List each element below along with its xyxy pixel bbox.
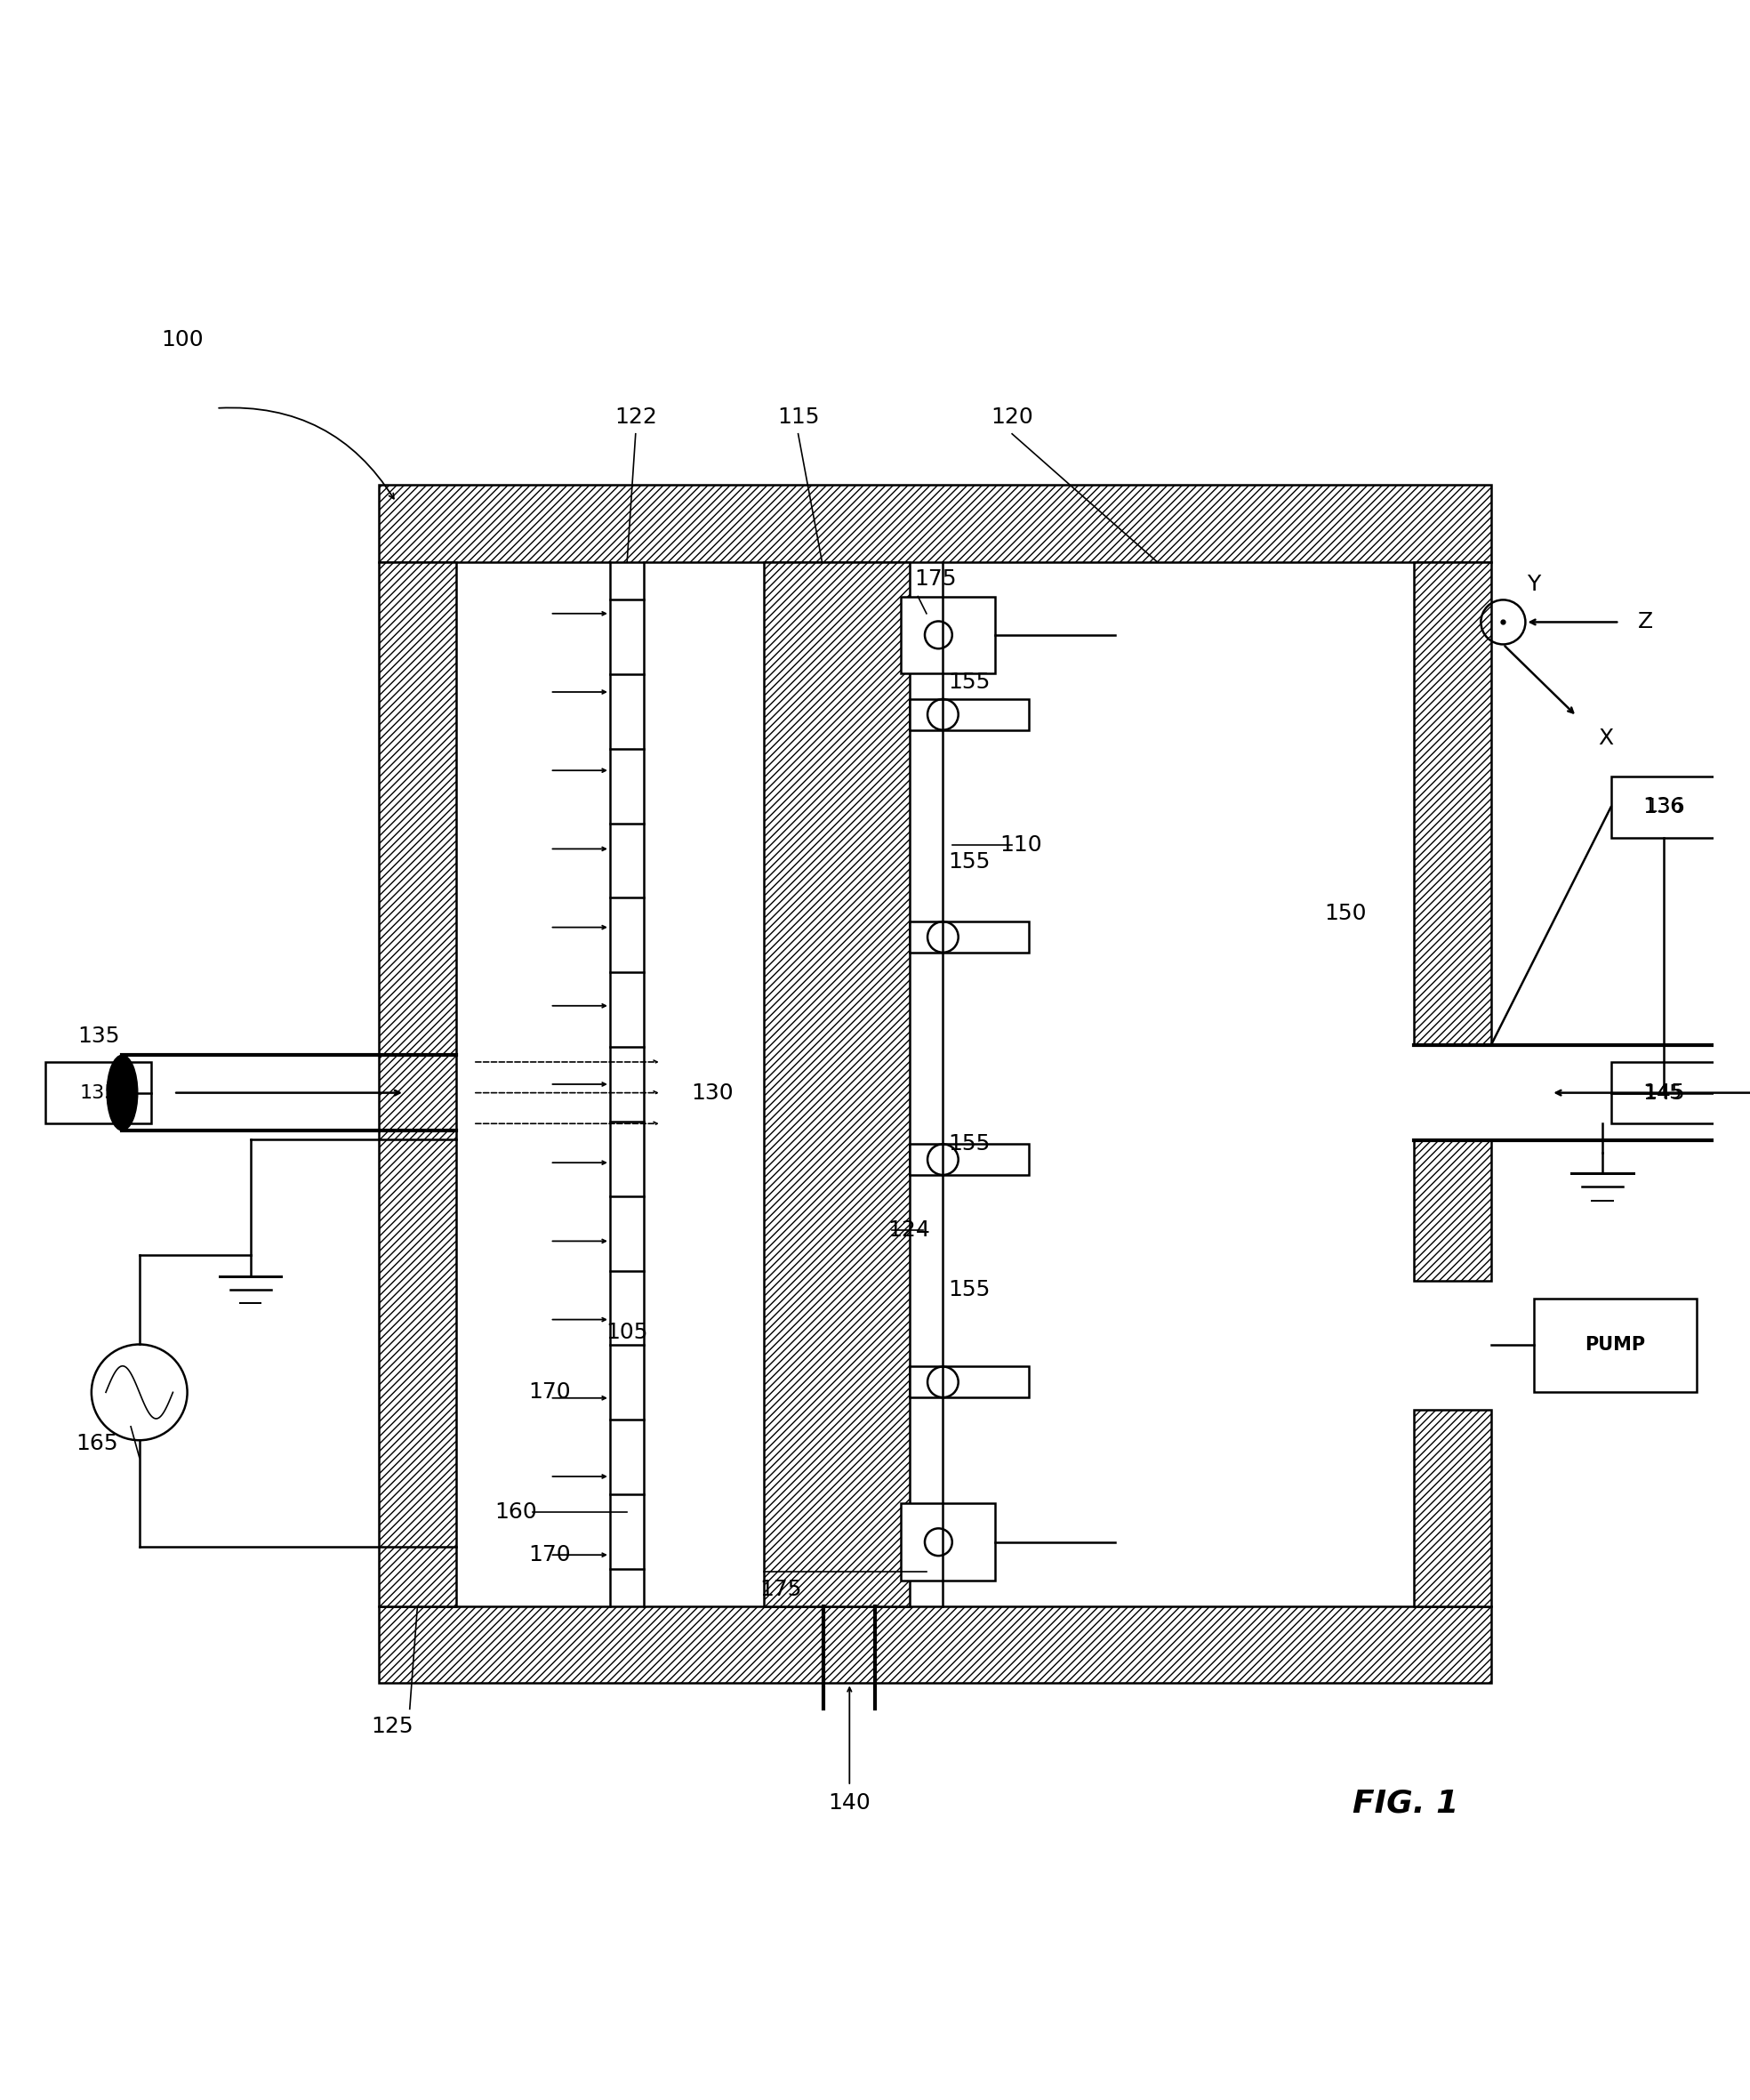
Text: 100: 100 [161,330,203,351]
Text: 120: 120 [990,405,1032,428]
Text: 124: 124 [887,1218,931,1241]
Text: 135: 135 [77,1025,119,1048]
Text: 155: 155 [949,1134,990,1155]
Bar [46,1063,150,1124]
Text: 140: 140 [828,1793,872,1814]
Text: 115: 115 [777,405,819,428]
Bar [910,1367,1029,1396]
Text: 136: 136 [1645,798,1684,815]
Bar [910,1144,1029,1174]
Text: Y: Y [1528,573,1540,594]
Text: 160: 160 [495,1502,537,1522]
Text: 155: 155 [949,672,990,693]
Text: 135: 135 [79,1084,117,1102]
Bar [1612,777,1717,838]
Bar [1535,1298,1696,1392]
Text: X: X [1598,729,1614,750]
Text: 105: 105 [606,1321,648,1344]
Bar [901,1504,996,1581]
Text: 165: 165 [75,1432,117,1455]
Bar [1414,563,1491,1046]
Bar [380,563,457,1606]
Text: 170: 170 [528,1544,571,1567]
Bar [1612,1063,1717,1124]
Text: PUMP: PUMP [1586,1336,1645,1354]
Text: 175: 175 [760,1579,802,1600]
Text: 145: 145 [1643,1082,1685,1102]
Bar [1414,1140,1491,1281]
Text: 150: 150 [1325,903,1367,924]
Text: Z: Z [1638,611,1652,632]
Text: 175: 175 [914,569,956,590]
Bar [910,699,1029,731]
Bar [380,1606,1491,1684]
Text: 145: 145 [1645,1084,1684,1102]
Text: 130: 130 [691,1082,733,1102]
Text: 122: 122 [614,405,656,428]
Text: 110: 110 [999,834,1041,855]
Bar [1414,1409,1491,1606]
Text: 125: 125 [371,1716,413,1737]
Ellipse shape [107,1054,138,1130]
Text: 136: 136 [1643,796,1685,817]
Text: 155: 155 [949,850,990,871]
Bar [765,563,910,1606]
Bar [910,922,1029,953]
Bar [901,596,996,674]
Bar [380,485,1491,563]
Text: 170: 170 [528,1382,571,1403]
Text: 155: 155 [949,1279,990,1300]
Text: FIG. 1: FIG. 1 [1353,1787,1460,1819]
